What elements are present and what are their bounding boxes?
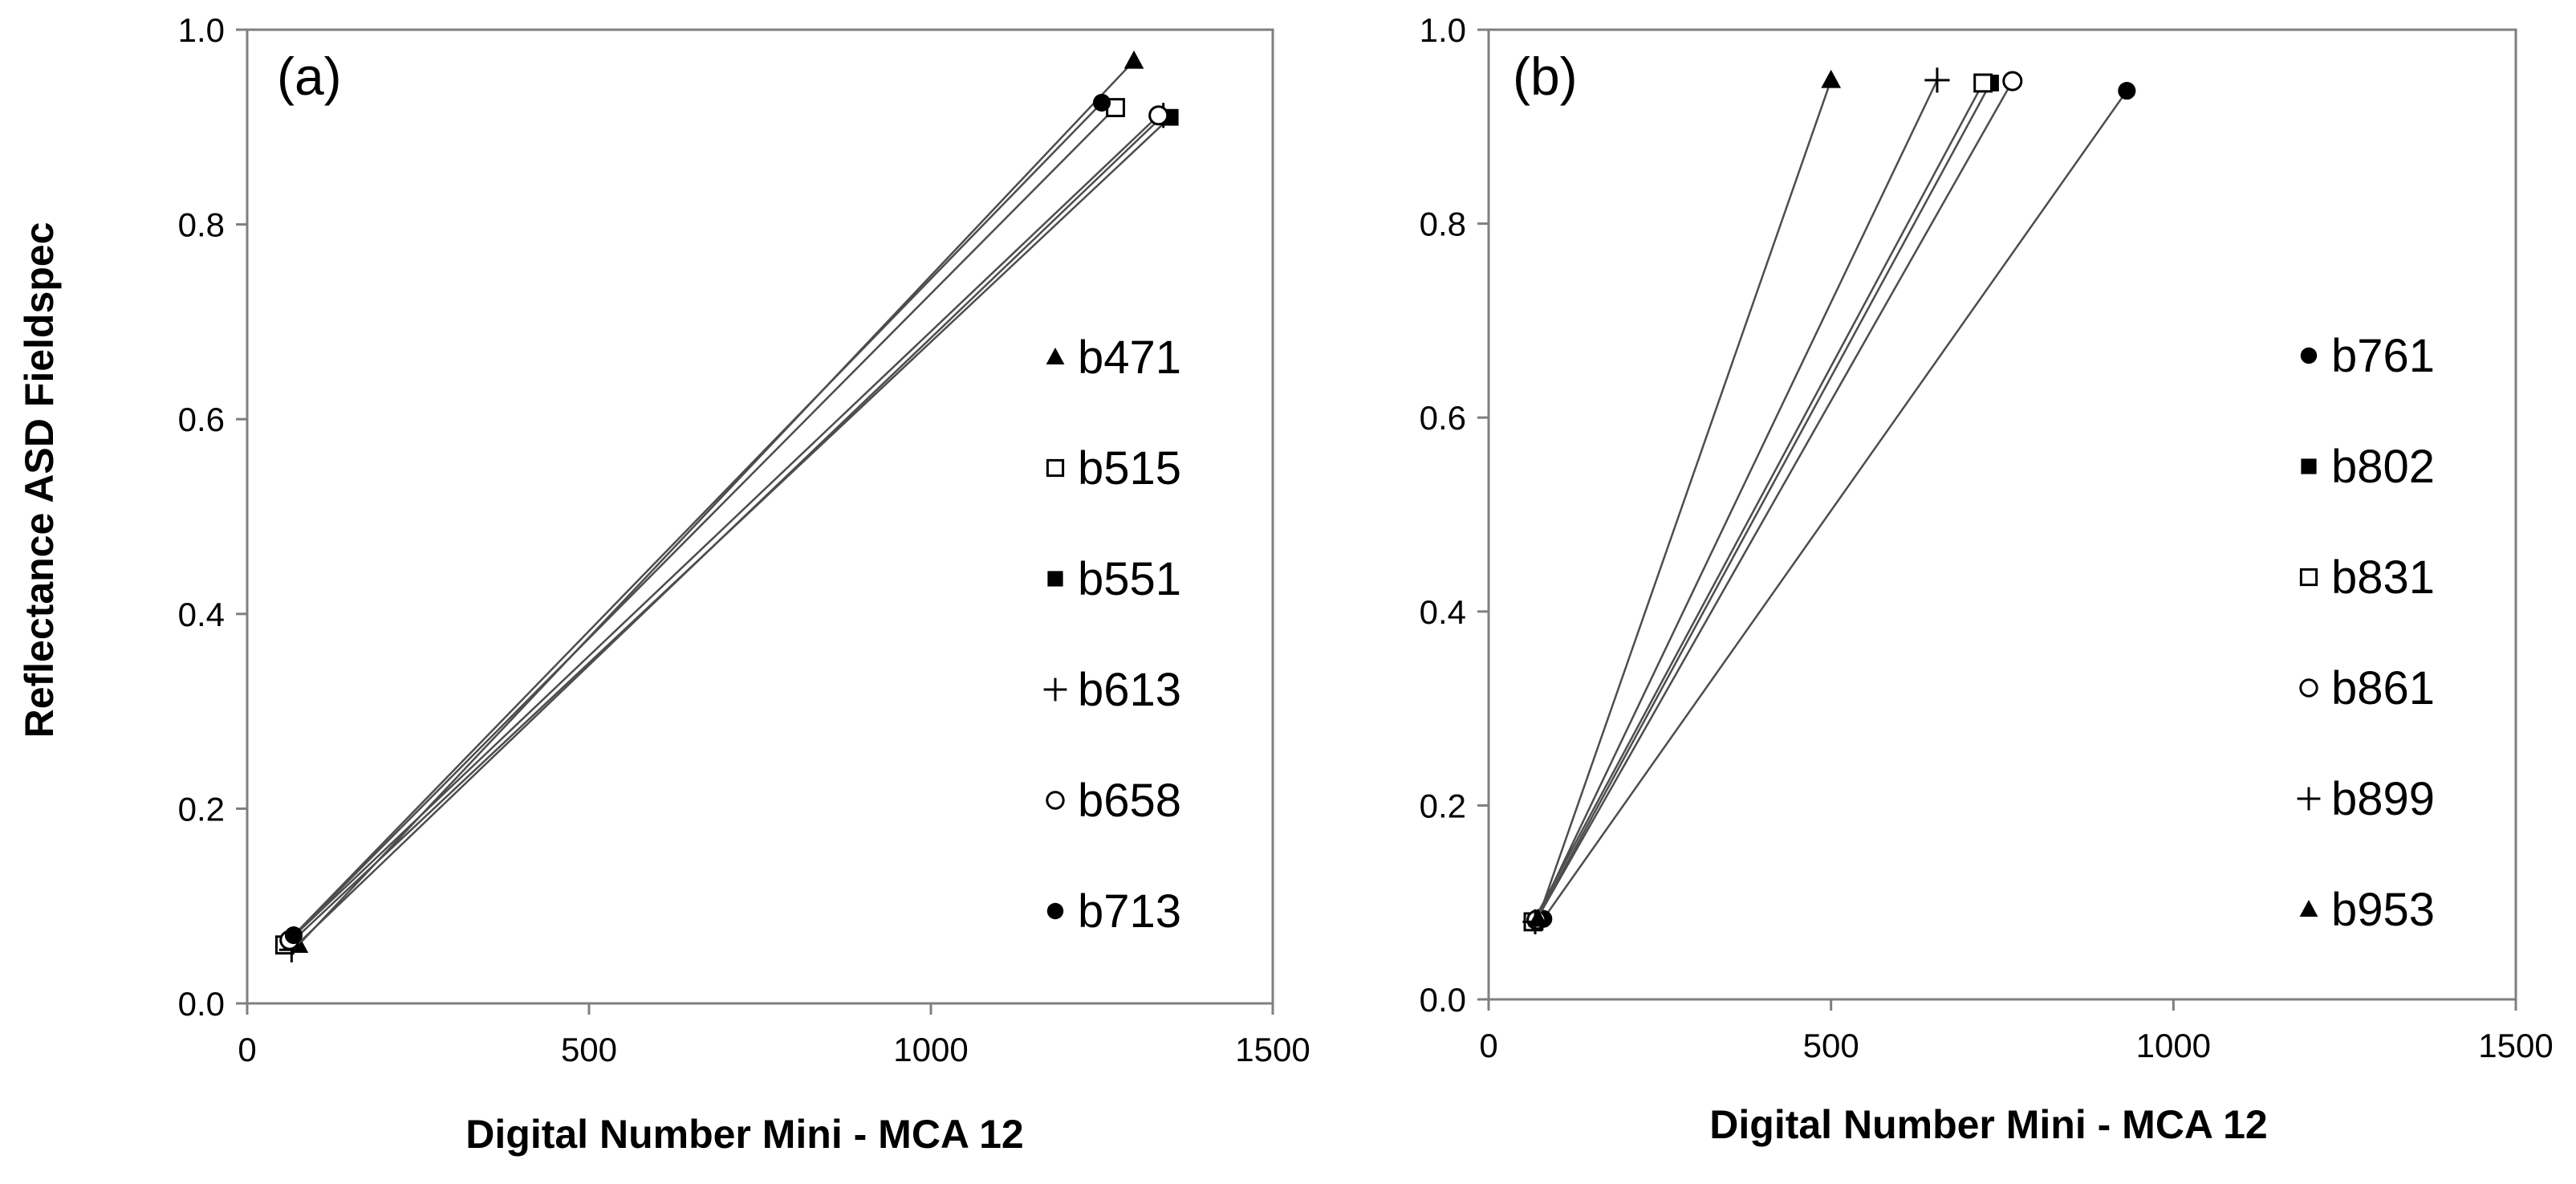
legend-item-b713: b713 [1046,885,1181,938]
legend-label: b658 [1078,775,1181,827]
series-b658 [279,105,1169,950]
plot-frame [246,28,1274,1005]
x-tick-label: 0 [1479,1027,1497,1064]
legend-item-b953: b953 [2299,884,2435,936]
legend-label: b515 [1078,442,1181,494]
legend-label: b761 [2331,330,2435,382]
panel-a: 0.0 0.2 0.4 0.6 0.8 1.0 0 500 1000 1500 Digital Nu… [178,11,1310,1157]
legend-marker-b802 [2301,458,2317,474]
x-tick-label: 1000 [893,1031,968,1068]
legend-marker-b861 [2299,678,2318,698]
data-point-b761 [2118,82,2136,100]
series-line-b802 [1534,82,1992,922]
x-axis-title: Digital Number Mini - MCA 12 [1709,1102,2267,1147]
legend-label: b899 [2331,773,2435,825]
data-point-b899 [1924,67,1950,93]
series-line-b899 [1534,79,1939,922]
panel-b: 0.0 0.2 0.4 0.6 0.8 1.0 0 500 1000 1500 Digital Nu… [1420,11,2554,1147]
series-line-b761 [1542,90,2128,920]
series-b831 [1523,73,1993,932]
series-b613 [278,103,1176,962]
x-axis-title: Digital Number Mini - MCA 12 [465,1112,1023,1157]
series-line-b658 [288,114,1160,942]
legend-item-b861: b861 [2299,662,2435,714]
data-point-b471 [1123,50,1144,69]
x-tick-label: 1500 [1235,1031,1310,1068]
series-line-b831 [1532,82,1985,922]
y-tick-label: 1.0 [1420,11,1466,49]
legend-marker-b613 [1043,677,1067,702]
legend-label: b861 [2331,662,2435,714]
data-point-b953 [1821,69,1842,88]
data-point-b713 [284,926,303,945]
series-b953 [1528,69,1842,927]
legend-marker-b551 [1047,571,1063,587]
legend-item-b471: b471 [1046,332,1181,384]
y-axis-title: Reflectance ASD Fieldspec [17,222,62,738]
legend-marker-b953 [2299,900,2318,917]
panel-label: (b) [1513,47,1578,106]
x-tick-label: 0 [238,1031,256,1068]
legend-marker-b761 [2300,347,2318,364]
legend-item-b761: b761 [2300,330,2435,382]
legend-marker-b658 [1046,791,1065,810]
legend-item-b658: b658 [1046,775,1181,827]
y-tick-label: 0.6 [178,401,225,438]
series-line-b471 [297,59,1135,946]
y-tick-label: 0.0 [1420,981,1466,1019]
data-point-b658 [1148,105,1169,126]
legend-label: b613 [1078,664,1181,716]
legend-item-b899: b899 [2297,773,2435,825]
y-tick-label: 0.2 [1420,787,1466,824]
series-b471 [288,50,1144,953]
legend-marker-b515 [1046,458,1065,478]
series-line-b613 [291,114,1164,951]
legend-item-b551: b551 [1047,553,1181,605]
data-point-b713 [1092,93,1111,112]
y-tick-label: 0.4 [178,596,225,633]
x-tick-label: 1500 [2478,1027,2553,1064]
panel-label: (a) [277,47,342,106]
series-line-b953 [1537,79,1832,920]
y-tick-label: 0.0 [178,985,225,1023]
x-tick-label: 1000 [2136,1027,2211,1064]
legend-label: b551 [1078,553,1181,605]
legend-label: b953 [2331,884,2435,936]
legend-item-b613: b613 [1043,664,1181,716]
series-b761 [1534,82,2136,928]
data-point-b861 [2002,71,2023,92]
legend-marker-b471 [1046,348,1065,364]
x-tick-label: 500 [561,1031,617,1068]
data-point-b953 [1528,908,1548,927]
legend: b471 b515 b551 b613 b658 b713 [1043,332,1181,938]
series-line-b515 [283,107,1116,946]
legend-item-b802: b802 [2301,441,2435,493]
plot-frame [1487,28,2517,1001]
data-point-b831 [1973,73,1993,93]
legend-label: b802 [2331,441,2435,493]
series-b713 [284,93,1111,945]
series-line-b861 [1535,80,2013,921]
x-tick-label: 500 [1803,1027,1859,1064]
legend-label: b713 [1078,885,1181,938]
legend: b761 b802 b831 b861 b899 b953 [2297,330,2435,936]
y-tick-label: 0.6 [1420,399,1466,437]
series-line-b713 [293,102,1103,936]
series-b899 [1522,67,1950,934]
legend-marker-b831 [2299,568,2318,587]
y-tick-label: 1.0 [178,11,225,49]
y-tick-label: 0.8 [1420,205,1466,243]
y-tick-label: 0.2 [178,790,225,828]
legend-item-b515: b515 [1046,442,1181,494]
legend-marker-b713 [1046,902,1064,920]
y-tick-label: 0.8 [178,206,225,244]
y-tick-label: 0.4 [1420,593,1466,631]
legend-label: b831 [2331,551,2435,604]
legend-item-b831: b831 [2299,551,2435,604]
legend-marker-b899 [2297,787,2321,811]
legend-label: b471 [1078,332,1181,384]
series-b515 [274,98,1125,955]
